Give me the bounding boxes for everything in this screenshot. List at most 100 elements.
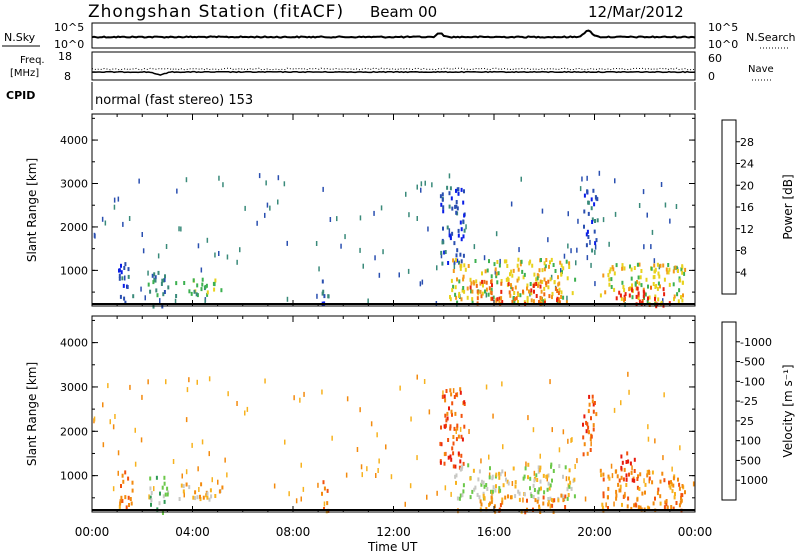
echo-cell [196, 293, 199, 298]
echo-cell [601, 505, 604, 510]
echo-cell [236, 259, 238, 265]
echo-cell [568, 476, 570, 481]
echo-cell [581, 176, 583, 182]
echo-cell [553, 280, 556, 285]
echo-cell [537, 490, 540, 495]
echo-cell [525, 461, 527, 467]
echo-cell [488, 502, 490, 507]
echo-cell [199, 494, 201, 499]
echo-cell [670, 480, 672, 485]
echo-cell [123, 296, 126, 301]
echo-cell [543, 292, 546, 297]
echo-cell [490, 280, 493, 284]
echo-cell [462, 286, 465, 290]
echo-cell [562, 474, 564, 479]
echo-cell [549, 277, 552, 282]
echo-cell [546, 476, 548, 482]
echo-cell [547, 497, 550, 501]
echo-cell [522, 289, 524, 294]
echo-cell [620, 475, 623, 480]
echo-cell [448, 204, 451, 209]
echo-cell [293, 395, 295, 401]
echo-cell [614, 178, 616, 184]
echo-cell [587, 200, 590, 205]
echo-cell [642, 289, 645, 294]
echo-cell [684, 490, 686, 495]
echo-cell [193, 289, 196, 294]
echo-cell [449, 186, 452, 191]
echo-cell [489, 466, 491, 471]
echo-cell [344, 234, 346, 240]
echo-cell [558, 297, 560, 302]
echo-cell [439, 441, 442, 446]
echo-cell [659, 263, 662, 268]
echo-cell [602, 273, 605, 278]
echo-cell [586, 451, 589, 456]
echo-cell [653, 275, 656, 279]
echo-cell [648, 506, 651, 511]
echo-cell [206, 491, 209, 496]
echo-cell [488, 472, 491, 478]
echo-cell [505, 259, 508, 264]
echo-cell [644, 292, 647, 297]
echo-cell [448, 233, 451, 238]
echo-cell [516, 278, 519, 283]
echo-cell [664, 500, 667, 505]
echo-cell [567, 211, 569, 217]
echo-cell [633, 469, 636, 473]
echo-cell [495, 274, 498, 279]
echo-cell [533, 289, 535, 294]
echo-cell [508, 290, 511, 295]
echo-cell [463, 289, 466, 294]
echo-cell [535, 294, 538, 298]
nsky-tick-bottom: 10^0 [54, 38, 84, 51]
echo-cell [113, 197, 116, 203]
echo-cell [502, 444, 504, 450]
echo-cell [512, 466, 515, 471]
echo-cell [303, 391, 305, 397]
echo-cell [591, 399, 594, 404]
echo-cell [155, 475, 158, 480]
echo-cell [505, 277, 508, 282]
echo-cell [206, 292, 209, 297]
echo-cell [416, 184, 418, 190]
echo-cell [539, 299, 542, 303]
echo-cell [390, 474, 393, 480]
echo-cell [442, 226, 444, 231]
echo-cell [510, 285, 513, 290]
echo-cell [647, 296, 649, 301]
echo-cell [473, 487, 476, 492]
echo-cell [567, 493, 570, 497]
echo-cell [622, 477, 625, 482]
echo-cell [269, 205, 271, 211]
colorbar-label: Velocity [m s⁻¹] [781, 364, 795, 457]
echo-cell [123, 266, 126, 270]
echo-cell [460, 187, 463, 192]
xaxis-label: Time UT [367, 540, 418, 554]
echo-cell [556, 289, 559, 293]
echo-cell [567, 438, 569, 444]
echo-cell [638, 203, 641, 208]
echo-cell [593, 202, 596, 207]
echo-cell [284, 439, 286, 445]
echo-cell [480, 294, 483, 299]
echo-cell [120, 484, 122, 488]
echo-cell [321, 389, 323, 395]
echo-cell [524, 466, 527, 471]
echo-cell [462, 483, 465, 488]
echo-cell [538, 487, 541, 492]
echo-cell [326, 501, 329, 506]
cpid-text: normal (fast stereo) 153 [95, 93, 253, 108]
echo-cell [165, 244, 168, 249]
echo-cell [504, 495, 507, 500]
echo-cell [439, 460, 442, 465]
echo-cell [454, 411, 457, 416]
echo-cell [631, 283, 633, 288]
echo-cell [615, 489, 618, 494]
echo-cell [465, 224, 467, 230]
echo-cell [645, 277, 648, 282]
echo-cell [455, 295, 458, 300]
echo-cell [650, 266, 653, 271]
echo-cell [481, 291, 484, 296]
